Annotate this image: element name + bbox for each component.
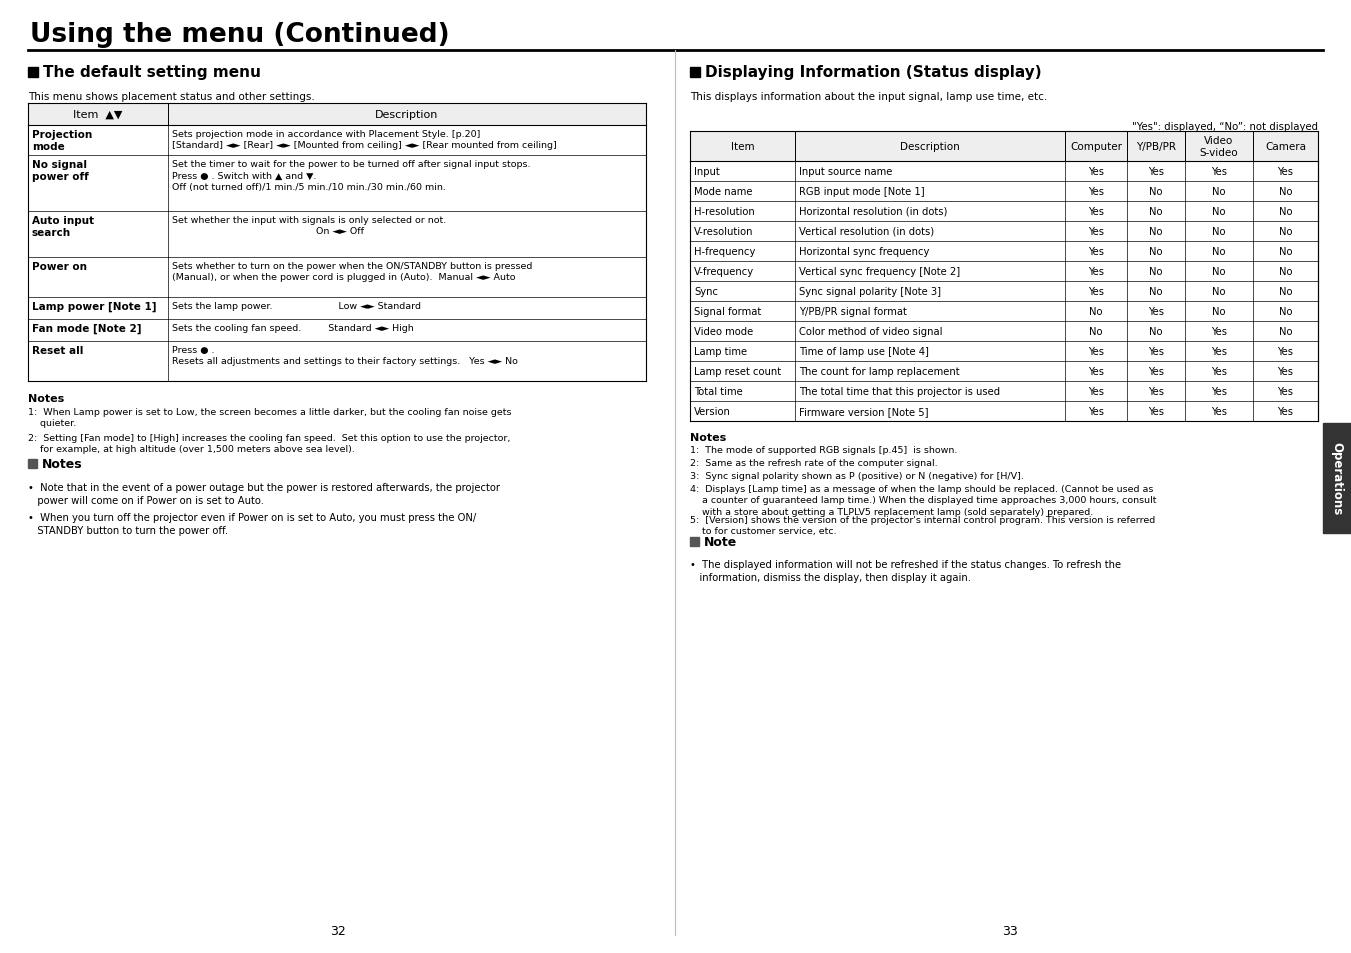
Bar xyxy=(28,104,646,126)
Text: Yes: Yes xyxy=(1088,187,1104,196)
Text: Vertical resolution (in dots): Vertical resolution (in dots) xyxy=(798,227,934,236)
Text: Operations: Operations xyxy=(1331,442,1343,515)
Text: No: No xyxy=(1212,227,1225,236)
Text: •  When you turn off the projector even if Power on is set to Auto, you must pre: • When you turn off the projector even i… xyxy=(28,513,477,536)
Text: Lamp time: Lamp time xyxy=(694,347,747,356)
Text: Yes: Yes xyxy=(1088,207,1104,216)
Text: "Yes": displayed, “No”: not displayed: "Yes": displayed, “No”: not displayed xyxy=(1132,122,1319,132)
Text: Lamp reset count: Lamp reset count xyxy=(694,367,781,376)
Text: 2:  Same as the refresh rate of the computer signal.: 2: Same as the refresh rate of the compu… xyxy=(690,458,938,468)
Text: Yes: Yes xyxy=(1148,387,1165,396)
Text: The count for lamp replacement: The count for lamp replacement xyxy=(798,367,959,376)
Text: Power on: Power on xyxy=(32,262,86,272)
Text: Mode name: Mode name xyxy=(694,187,753,196)
Text: No: No xyxy=(1150,327,1163,336)
Text: Video mode: Video mode xyxy=(694,327,754,336)
Text: This displays information about the input signal, lamp use time, etc.: This displays information about the inpu… xyxy=(690,91,1047,102)
Text: This menu shows placement status and other settings.: This menu shows placement status and oth… xyxy=(28,91,315,102)
Text: Reset all: Reset all xyxy=(32,346,84,355)
Text: Yes: Yes xyxy=(1278,367,1293,376)
Bar xyxy=(690,537,698,546)
Text: Yes: Yes xyxy=(1210,347,1227,356)
Text: Input: Input xyxy=(694,167,720,177)
Text: Yes: Yes xyxy=(1210,387,1227,396)
Text: No: No xyxy=(1150,207,1163,216)
Text: V-resolution: V-resolution xyxy=(694,227,754,236)
Text: •  Note that in the event of a power outage but the power is restored afterwards: • Note that in the event of a power outa… xyxy=(28,482,500,506)
Text: Y/PB/PR: Y/PB/PR xyxy=(1136,142,1175,152)
Text: Yes: Yes xyxy=(1278,167,1293,177)
Text: No: No xyxy=(1089,307,1102,316)
Text: Yes: Yes xyxy=(1148,167,1165,177)
Text: Auto input
search: Auto input search xyxy=(32,215,95,238)
Text: Yes: Yes xyxy=(1210,167,1227,177)
Text: Vertical sync frequency [Note 2]: Vertical sync frequency [Note 2] xyxy=(798,267,961,276)
Text: H-resolution: H-resolution xyxy=(694,207,755,216)
Text: Notes: Notes xyxy=(28,394,65,403)
Text: Notes: Notes xyxy=(42,458,82,471)
Text: No: No xyxy=(1279,227,1293,236)
Text: Sets the cooling fan speed.         Standard ◄► High: Sets the cooling fan speed. Standard ◄► … xyxy=(172,324,413,333)
Text: Y/PB/PR signal format: Y/PB/PR signal format xyxy=(798,307,907,316)
Text: Color method of video signal: Color method of video signal xyxy=(798,327,943,336)
Text: No: No xyxy=(1212,247,1225,256)
Text: No: No xyxy=(1089,327,1102,336)
Text: Yes: Yes xyxy=(1148,307,1165,316)
Text: Description: Description xyxy=(376,110,439,120)
Text: Signal format: Signal format xyxy=(694,307,761,316)
Text: Set whether the input with signals is only selected or not.
                    : Set whether the input with signals is on… xyxy=(172,215,446,236)
Text: Version: Version xyxy=(694,407,731,416)
Text: No: No xyxy=(1150,267,1163,276)
Text: Yes: Yes xyxy=(1278,347,1293,356)
Text: No: No xyxy=(1279,287,1293,296)
Text: Horizontal resolution (in dots): Horizontal resolution (in dots) xyxy=(798,207,947,216)
Text: No: No xyxy=(1279,267,1293,276)
Text: No: No xyxy=(1150,227,1163,236)
Text: 3:  Sync signal polarity shown as P (positive) or N (negative) for [H/V].: 3: Sync signal polarity shown as P (posi… xyxy=(690,472,1024,480)
Bar xyxy=(1323,423,1351,534)
Text: Yes: Yes xyxy=(1088,287,1104,296)
Text: Computer: Computer xyxy=(1070,142,1121,152)
Bar xyxy=(28,459,36,469)
Text: Using the menu (Continued): Using the menu (Continued) xyxy=(30,22,450,48)
Text: 1:  The mode of supported RGB signals [p.45]  is shown.: 1: The mode of supported RGB signals [p.… xyxy=(690,446,958,455)
Bar xyxy=(28,68,38,78)
Text: Yes: Yes xyxy=(1278,407,1293,416)
Text: •  The displayed information will not be refreshed if the status changes. To ref: • The displayed information will not be … xyxy=(690,559,1121,582)
Text: 1:  When Lamp power is set to Low, the screen becomes a little darker, but the c: 1: When Lamp power is set to Low, the sc… xyxy=(28,408,512,428)
Text: Yes: Yes xyxy=(1088,227,1104,236)
Text: Sets projection mode in accordance with Placement Style. [p.20]
[Standard] ◄► [R: Sets projection mode in accordance with … xyxy=(172,130,557,151)
Text: Yes: Yes xyxy=(1088,267,1104,276)
Text: Total time: Total time xyxy=(694,387,743,396)
Text: Notes: Notes xyxy=(690,433,727,442)
Text: The total time that this projector is used: The total time that this projector is us… xyxy=(798,387,1000,396)
Text: Yes: Yes xyxy=(1088,347,1104,356)
Text: Yes: Yes xyxy=(1088,407,1104,416)
Text: Yes: Yes xyxy=(1088,387,1104,396)
Text: Projection
mode: Projection mode xyxy=(32,130,92,152)
Text: Video
S-video: Video S-video xyxy=(1200,136,1239,157)
Text: Yes: Yes xyxy=(1088,367,1104,376)
Text: Sets whether to turn on the power when the ON/STANDBY button is pressed
(Manual): Sets whether to turn on the power when t… xyxy=(172,262,532,282)
Text: No signal
power off: No signal power off xyxy=(32,160,89,182)
Text: 33: 33 xyxy=(1002,924,1017,937)
Text: No: No xyxy=(1150,247,1163,256)
Text: No: No xyxy=(1279,187,1293,196)
Text: Yes: Yes xyxy=(1210,327,1227,336)
Text: Yes: Yes xyxy=(1148,407,1165,416)
Text: Yes: Yes xyxy=(1278,387,1293,396)
Text: No: No xyxy=(1150,187,1163,196)
Text: No: No xyxy=(1279,207,1293,216)
Text: 32: 32 xyxy=(330,924,346,937)
Text: No: No xyxy=(1212,267,1225,276)
Text: No: No xyxy=(1279,327,1293,336)
Text: Input source name: Input source name xyxy=(798,167,893,177)
Text: No: No xyxy=(1212,187,1225,196)
Text: Item  ▲▼: Item ▲▼ xyxy=(73,110,123,120)
Text: Press ● .
Resets all adjustments and settings to their factory settings.   Yes ◄: Press ● . Resets all adjustments and set… xyxy=(172,346,517,366)
Text: Time of lamp use [Note 4]: Time of lamp use [Note 4] xyxy=(798,347,929,356)
Text: Yes: Yes xyxy=(1148,347,1165,356)
Text: No: No xyxy=(1212,207,1225,216)
Text: RGB input mode [Note 1]: RGB input mode [Note 1] xyxy=(798,187,924,196)
Text: Firmware version [Note 5]: Firmware version [Note 5] xyxy=(798,407,928,416)
